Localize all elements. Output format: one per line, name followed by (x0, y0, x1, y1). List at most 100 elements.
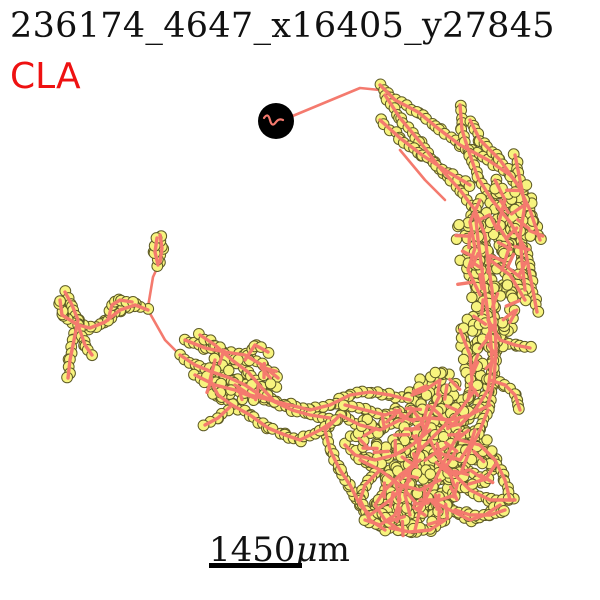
scale-bar-unit-suffix: m (317, 530, 350, 570)
neurite-branch-21 (388, 518, 447, 534)
neurite-branch-24 (323, 413, 402, 472)
neurite-fragment (422, 404, 430, 421)
neurite-fragment (487, 318, 493, 337)
neurite-fragment (217, 348, 226, 366)
neurite-fragment (513, 244, 531, 252)
neurite-fragment (454, 233, 472, 238)
neurite-fragment (475, 213, 492, 223)
neurite-fragment (396, 485, 403, 503)
neurite-fragment (509, 204, 525, 216)
neurite-branch-43 (153, 236, 160, 267)
neurite-branch-31 (178, 353, 332, 420)
neurite-node (453, 219, 465, 231)
neurite-branch-36 (243, 343, 270, 362)
neurite-fragment (235, 384, 244, 402)
neurite-fragment (422, 484, 427, 502)
neurite-node (481, 434, 493, 446)
neurite-fragment (445, 422, 463, 429)
neurite-branch-4 (468, 118, 542, 242)
specimen-title: 236174_4647_x16405_y27845 (10, 6, 555, 46)
neurite-fragment (434, 443, 450, 455)
neurite-branch-27 (343, 428, 432, 462)
connector-0 (281, 86, 382, 122)
neurite-fragment (517, 261, 528, 277)
neurite-branch-17 (468, 463, 497, 482)
neurite-branch-45 (410, 378, 442, 397)
neurite-fragment (505, 252, 516, 269)
neurite-fragment (479, 473, 495, 485)
neurite-branch-20 (428, 498, 502, 522)
neurite-branch-37 (76, 303, 150, 330)
neurite-branch-29 (418, 493, 457, 502)
neurite-fragment (405, 490, 418, 505)
neurite-branch-3 (458, 103, 539, 314)
neurite-fragment (470, 251, 480, 269)
neurite-fragment (478, 273, 484, 291)
neurite-fragment (372, 449, 390, 454)
neurite-fragment (380, 413, 387, 431)
neurite-branch-25 (233, 383, 412, 412)
neurite-branch-47 (453, 508, 507, 517)
neurite-fragment (423, 450, 439, 462)
neurite-branch-7 (466, 198, 482, 297)
neurite-fragment (486, 342, 498, 358)
neurite-branch-39 (58, 298, 80, 327)
neurite-fragment (467, 478, 485, 486)
neurite-node (487, 228, 500, 241)
neurite-paths (58, 83, 545, 538)
neurite-fragment (486, 256, 492, 274)
neurite-fragment (416, 498, 432, 510)
neurite-branch-49 (203, 403, 234, 427)
neurite-branch-33 (198, 333, 277, 404)
neurite-fragment (439, 451, 456, 461)
neurite-fragment (436, 378, 442, 397)
neurite-fragment (456, 280, 474, 286)
neurite-fragment (496, 240, 513, 252)
neurite-branch-6 (493, 178, 512, 272)
neurite-branch-9 (486, 318, 532, 350)
neurite-fragment (385, 410, 399, 424)
scale-bar-unit-prefix: μ (295, 530, 318, 570)
neurite-node (457, 353, 470, 366)
neurite-fragment (411, 384, 428, 394)
region-label: CLA (10, 56, 81, 97)
neurite-fragment (488, 253, 506, 263)
neurite-branch-0 (378, 83, 524, 192)
neurite-fragment (388, 490, 395, 508)
neurite-fragment (468, 382, 480, 397)
neurite-fragment (422, 418, 431, 436)
neurite-node (501, 279, 514, 291)
neurite-fragment (253, 384, 261, 402)
neurite-fragment (501, 309, 516, 322)
soma (258, 103, 294, 139)
scale-bar (209, 563, 302, 568)
neurite-fragment (362, 426, 378, 438)
neurite-fragment (470, 360, 480, 377)
neurite-fragment (460, 249, 477, 260)
neurite-node (223, 364, 235, 377)
neurite-fragment (477, 336, 490, 351)
neurite-fragment (508, 308, 519, 324)
neurite-node (264, 378, 277, 390)
neurite-fragment (412, 452, 419, 470)
neurite-fragment (504, 299, 521, 308)
neurite-fragment (444, 502, 450, 520)
neurite-fragment (484, 356, 498, 371)
neurite-fragment (448, 470, 456, 487)
neurite-fragment (516, 218, 531, 231)
soma-dendrite (262, 114, 285, 126)
neurite-fragment (398, 414, 415, 423)
neurite-fragment (395, 506, 402, 524)
neurite-branch-44 (488, 378, 522, 412)
neurite-fragment (472, 449, 486, 464)
neurite-fragment (452, 469, 470, 477)
neurite-fragment (428, 404, 443, 418)
neurite-fragment (471, 353, 480, 370)
neurite-fragment (400, 519, 405, 538)
neurite-fragment (260, 365, 278, 373)
neurite-fragment (430, 500, 444, 514)
neurite-branch-42 (158, 233, 164, 264)
neurite-node (429, 366, 441, 379)
neurite-branch-50 (460, 408, 490, 472)
